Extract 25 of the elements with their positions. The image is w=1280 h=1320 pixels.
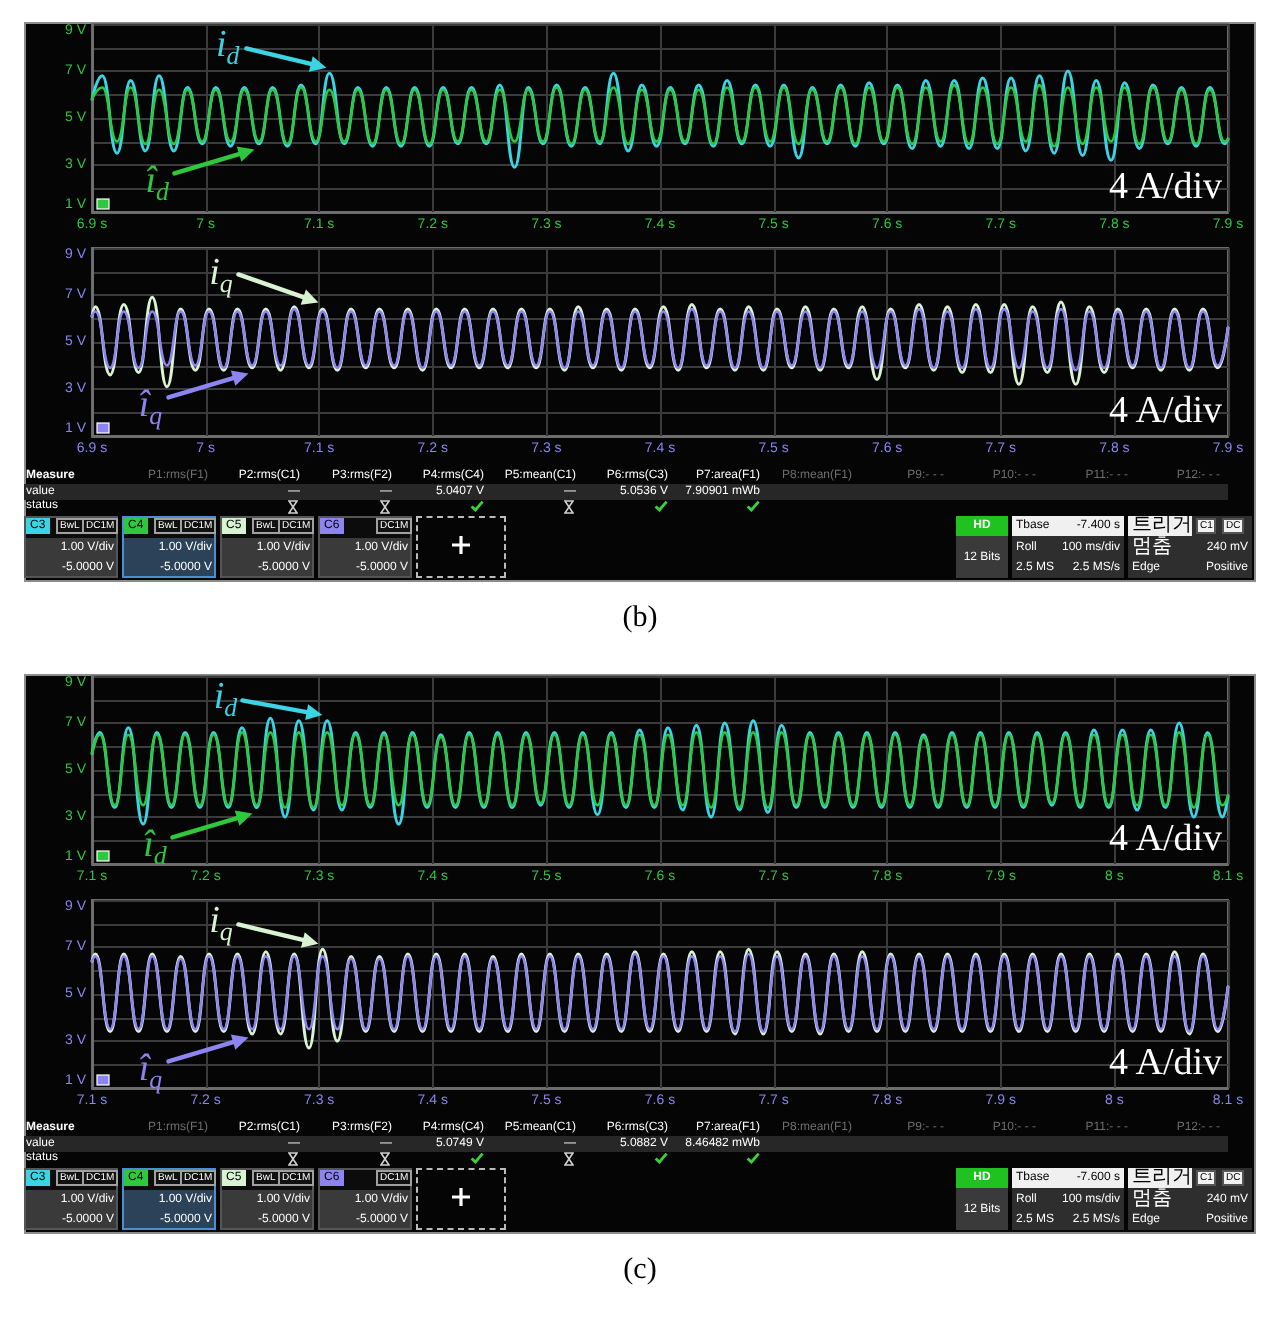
legend-label: î$_{q}$ bbox=[138, 383, 163, 430]
annotation: 4 A/div bbox=[1109, 390, 1222, 432]
legend-label: i$_{q}$ bbox=[209, 251, 233, 297]
text: (c) bbox=[623, 1254, 657, 1286]
legend-label: i$_{q}$ bbox=[209, 900, 233, 946]
legend-label: i$_{d}$ bbox=[213, 676, 238, 722]
text: 멈춤 bbox=[1132, 535, 1172, 557]
text: (b) bbox=[622, 602, 658, 634]
line-series bbox=[90, 731, 1230, 809]
legend-label: î$_{d}$ bbox=[143, 823, 167, 869]
line-series bbox=[90, 947, 1230, 1050]
text: 멈춤 bbox=[1132, 1187, 1172, 1209]
text: 트리거 bbox=[1132, 514, 1192, 536]
annotation: 4 A/div bbox=[1109, 166, 1222, 208]
legend-label: i$_{d}$ bbox=[215, 24, 240, 70]
line-series bbox=[90, 295, 1230, 389]
legend-label: î$_{q}$ bbox=[138, 1047, 163, 1093]
line-series bbox=[90, 952, 1230, 1033]
text: 트리거 bbox=[1132, 1166, 1192, 1188]
line-series bbox=[90, 69, 1230, 169]
line-series bbox=[90, 307, 1230, 372]
line-series bbox=[90, 716, 1230, 826]
legend-label: î$_{d}$ bbox=[145, 159, 169, 206]
annotation: 4 A/div bbox=[1109, 818, 1222, 860]
annotation: 4 A/div bbox=[1109, 1042, 1222, 1084]
